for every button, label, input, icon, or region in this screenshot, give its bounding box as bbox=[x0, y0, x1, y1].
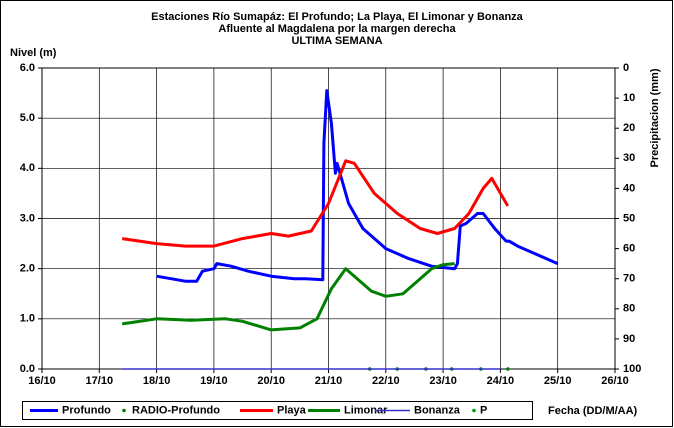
y2-tick-label: 90 bbox=[623, 333, 635, 345]
y-tick-label: 5.0 bbox=[20, 112, 35, 124]
y2-tick-label: 30 bbox=[623, 152, 635, 164]
legend-frame bbox=[22, 401, 533, 420]
legend-label: Bonanza bbox=[414, 404, 461, 416]
series-dot bbox=[506, 367, 510, 371]
y2-tick-label: 100 bbox=[623, 363, 641, 375]
y2-tick-label: 20 bbox=[623, 122, 635, 134]
legend-label: Playa bbox=[277, 404, 307, 416]
x-axis-label: Fecha (DD/M/AA) bbox=[548, 405, 638, 417]
chart-title: Estaciones Río Sumapáz: El Profundo; La … bbox=[151, 11, 524, 23]
y-axis-label: Nivel (m) bbox=[10, 47, 57, 59]
y-tick-label: 0.0 bbox=[20, 363, 35, 375]
legend-label: Profundo bbox=[62, 404, 111, 416]
legend-swatch bbox=[122, 408, 126, 413]
y-tick-label: 3.0 bbox=[20, 212, 35, 224]
x-tick-label: 24/10 bbox=[487, 375, 515, 387]
x-tick-label: 19/10 bbox=[200, 375, 228, 387]
x-tick-label: 20/10 bbox=[257, 375, 285, 387]
y2-tick-label: 50 bbox=[623, 212, 635, 224]
chart-subtitle: ULTIMA SEMANA bbox=[291, 35, 382, 47]
x-tick-label: 17/10 bbox=[86, 375, 114, 387]
y-tick-label: 1.0 bbox=[20, 313, 35, 325]
legend-label: Limonar bbox=[344, 404, 388, 416]
y2-tick-label: 60 bbox=[623, 243, 635, 255]
chart-subtitle: Afluente al Magdalena por la margen dere… bbox=[218, 23, 456, 35]
y-tick-label: 6.0 bbox=[20, 62, 35, 74]
x-tick-label: 21/10 bbox=[315, 375, 343, 387]
x-tick-label: 23/10 bbox=[429, 375, 457, 387]
x-tick-label: 16/10 bbox=[28, 375, 56, 387]
x-tick-label: 22/10 bbox=[372, 375, 400, 387]
legend-label: P bbox=[480, 404, 487, 416]
y-tick-label: 2.0 bbox=[20, 263, 35, 275]
legend-label: RADIO-Profundo bbox=[132, 404, 220, 416]
x-tick-label: 26/10 bbox=[601, 375, 629, 387]
y2-tick-label: 70 bbox=[623, 273, 635, 285]
x-tick-label: 18/10 bbox=[143, 375, 171, 387]
y2-tick-label: 40 bbox=[623, 182, 635, 194]
y-tick-label: 4.0 bbox=[20, 162, 35, 174]
y2-tick-label: 0 bbox=[623, 62, 629, 74]
y2-tick-label: 10 bbox=[623, 92, 635, 104]
y2-tick-label: 80 bbox=[623, 303, 635, 315]
series-line bbox=[121, 262, 455, 332]
series-line bbox=[121, 159, 510, 248]
y2-axis-label: Precipitacion (mm) bbox=[649, 68, 661, 167]
x-tick-label: 25/10 bbox=[544, 375, 572, 387]
legend-swatch bbox=[472, 408, 476, 413]
